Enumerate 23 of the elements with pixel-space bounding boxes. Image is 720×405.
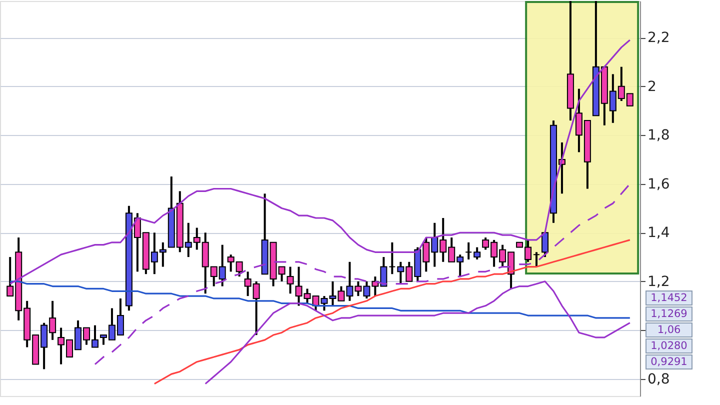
candlestick — [286, 266, 294, 295]
y-tick-label: 0,8 — [648, 371, 670, 388]
text: 0,9291 — [650, 356, 688, 368]
line-series — [9, 39, 631, 285]
text: 1,06 — [657, 324, 682, 336]
text: 1,1452 — [650, 292, 688, 304]
candlestick — [533, 251, 540, 268]
line-series — [9, 280, 631, 319]
text: 1,0280 — [650, 340, 688, 352]
line-series — [204, 280, 631, 385]
y-tick-label: 2,2 — [648, 30, 670, 46]
candlestick — [465, 241, 472, 260]
line-series — [94, 183, 631, 366]
candlestick — [474, 246, 481, 260]
candlestick — [542, 232, 548, 258]
y-tick-label: 1,6 — [648, 176, 670, 192]
line-series — [154, 239, 631, 385]
text: 1,1269 — [650, 308, 688, 320]
y-tick-label: 1,8 — [648, 128, 670, 144]
y-tick-label: 1,2 — [648, 274, 670, 290]
y-tick-label: 2 — [648, 78, 656, 95]
candlestick — [388, 241, 396, 276]
y-tick-label: 1,4 — [648, 225, 670, 242]
